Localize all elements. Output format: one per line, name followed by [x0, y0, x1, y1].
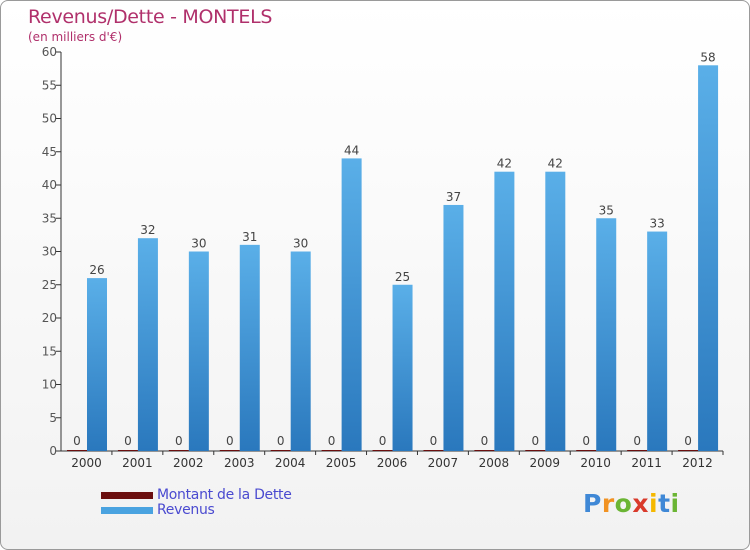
bar-dette — [423, 450, 444, 451]
value-label-dette: 0 — [124, 434, 132, 448]
value-label-dette: 0 — [226, 434, 234, 448]
x-tick-label: 2008 — [479, 456, 510, 470]
y-tick-label: 10 — [42, 378, 57, 392]
y-tick-label: 20 — [42, 311, 57, 325]
value-label-revenus: 26 — [89, 263, 104, 277]
x-tick-label: 2000 — [71, 456, 102, 470]
logo-letter: r — [601, 489, 615, 518]
bar-dette — [270, 450, 291, 451]
value-label-dette: 0 — [481, 434, 489, 448]
value-label-dette: 0 — [684, 434, 692, 448]
value-label-revenus: 44 — [344, 143, 359, 157]
logo-letter: P — [583, 489, 602, 518]
logo-letter: i — [649, 489, 659, 518]
value-label-dette: 0 — [328, 434, 336, 448]
bar-revenus — [392, 284, 413, 451]
value-label-dette: 0 — [430, 434, 438, 448]
y-tick-label: 50 — [42, 112, 57, 126]
value-label-revenus: 30 — [191, 237, 206, 251]
proxiti-logo: Proxiti — [583, 489, 680, 518]
value-label-revenus: 42 — [548, 157, 563, 171]
bar-revenus — [341, 158, 362, 451]
bar-revenus — [698, 65, 719, 452]
y-tick-label: 45 — [42, 145, 57, 159]
x-tick-label: 2010 — [580, 456, 611, 470]
y-tick-label: 30 — [42, 245, 57, 259]
bar-dette — [117, 450, 138, 451]
value-labels: 0 26 0 32 0 30 0 31 0 30 0 44 0 25 0 37 0 42 0 42 0 35 0 33 0 58 — [73, 50, 716, 448]
value-label-dette: 0 — [531, 434, 539, 448]
bar-revenus — [290, 251, 311, 451]
value-label-dette: 0 — [73, 434, 81, 448]
value-label-revenus: 35 — [599, 203, 614, 217]
value-label-revenus: 31 — [242, 230, 257, 244]
y-tick-label: 0 — [49, 444, 57, 458]
bar-dette — [525, 450, 546, 451]
x-tick-label: 2012 — [682, 456, 713, 470]
chart-title: Revenus/Dette - MONTELS — [28, 6, 273, 28]
bar-revenus — [137, 238, 158, 451]
value-label-revenus: 30 — [293, 237, 308, 251]
bar-dette — [168, 450, 189, 451]
bar-revenus — [188, 251, 209, 451]
chart-subtitle: (en milliers d'€) — [28, 30, 123, 44]
logo-letter: i — [670, 489, 680, 518]
legend-swatch-revenus — [101, 506, 153, 514]
value-label-dette: 0 — [175, 434, 183, 448]
bar-revenus — [443, 204, 464, 451]
legend-label-revenus: Revenus — [157, 502, 215, 518]
x-tick-label: 2005 — [326, 456, 357, 470]
x-tick-label: 2002 — [173, 456, 204, 470]
y-tick-label: 35 — [42, 211, 57, 225]
bar-dette — [321, 450, 342, 451]
logo-letter: t — [658, 489, 671, 518]
bar-revenus — [87, 278, 107, 451]
bar-dette — [576, 450, 597, 451]
y-tick-label: 55 — [42, 78, 57, 92]
legend-swatch-dette — [101, 491, 153, 499]
value-label-dette: 0 — [633, 434, 641, 448]
value-label-dette: 0 — [582, 434, 590, 448]
y-tick-label: 40 — [42, 178, 57, 192]
bar-revenus — [647, 231, 668, 451]
x-tick-label: 2004 — [275, 456, 306, 470]
value-label-revenus: 58 — [700, 50, 715, 64]
bar-dette — [627, 450, 648, 451]
y-tick-label: 60 — [42, 45, 57, 59]
legend-label-dette: Montant de la Dette — [157, 487, 292, 503]
value-label-revenus: 32 — [140, 223, 155, 237]
value-label-revenus: 25 — [395, 270, 410, 284]
value-label-revenus: 33 — [650, 217, 665, 231]
x-tick-label: 2011 — [631, 456, 662, 470]
bar-dette — [678, 450, 699, 451]
bars — [67, 65, 719, 452]
x-tick-label: 2006 — [377, 456, 408, 470]
bar-revenus — [545, 171, 566, 451]
value-label-dette: 0 — [379, 434, 387, 448]
bar-dette — [474, 450, 495, 451]
bar-revenus — [239, 244, 260, 451]
x-tick-label: 2009 — [529, 456, 560, 470]
legend-item-dette: Montant de la Dette — [101, 487, 292, 503]
logo-letter: o — [614, 489, 633, 518]
bar-revenus — [596, 218, 617, 451]
bar-dette — [372, 450, 393, 451]
value-label-revenus: 42 — [497, 157, 512, 171]
bar-revenus — [494, 171, 515, 451]
value-label-revenus: 37 — [446, 190, 461, 204]
bar-dette — [67, 450, 87, 451]
bar-dette — [219, 450, 240, 451]
x-tick-label: 2003 — [224, 456, 255, 470]
value-label-dette: 0 — [277, 434, 285, 448]
y-tick-label: 5 — [49, 411, 57, 425]
logo-letter: x — [632, 489, 649, 518]
y-tick-label: 25 — [42, 278, 57, 292]
x-tick-label: 2007 — [428, 456, 459, 470]
y-tick-label: 15 — [42, 344, 57, 358]
legend-item-revenus: Revenus — [101, 502, 215, 518]
x-tick-label: 2001 — [122, 456, 153, 470]
